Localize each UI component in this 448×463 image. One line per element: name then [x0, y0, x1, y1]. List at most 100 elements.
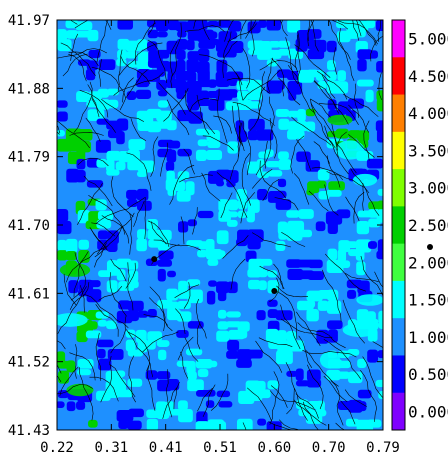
field-cell [117, 20, 133, 30]
field-cell [335, 371, 350, 379]
streamline [330, 380, 344, 426]
field-cell [187, 71, 197, 83]
field-cell [128, 408, 144, 418]
streamline [59, 366, 79, 396]
field-cell [156, 69, 166, 77]
streamline [350, 168, 380, 216]
streamline [125, 262, 136, 289]
field-cell [78, 250, 90, 263]
field-cell [226, 281, 238, 294]
field-cell [357, 280, 370, 294]
field-cell [87, 29, 99, 42]
field-cell [245, 101, 261, 109]
field-cell [356, 261, 366, 276]
streamline [324, 253, 367, 292]
field-cell [278, 118, 290, 130]
field-cell [177, 171, 190, 180]
streamline [258, 337, 293, 347]
streamline [276, 285, 309, 298]
streamline [258, 71, 266, 120]
field-cell [127, 378, 143, 387]
streamline [240, 20, 247, 40]
streamline [308, 190, 329, 212]
field-cell [135, 78, 150, 88]
field-cell [376, 98, 383, 112]
field-cell [95, 311, 109, 319]
y-tick-label: 41.88 [8, 81, 50, 97]
x-tick-label: 0.79 [366, 440, 400, 456]
streamline [264, 140, 268, 169]
streamline [278, 419, 300, 430]
field-cell [337, 70, 346, 82]
field-cell [147, 29, 159, 39]
streamline [241, 153, 251, 206]
streamline [165, 369, 173, 418]
field-cell [295, 368, 304, 381]
field-cell [75, 21, 93, 31]
streamline [297, 322, 346, 349]
streamline [245, 20, 257, 39]
streamline [242, 120, 251, 176]
field-cell [98, 59, 116, 70]
streamline [269, 96, 275, 124]
streamline [178, 174, 213, 183]
streamline [73, 81, 93, 134]
field-cell [157, 100, 169, 108]
field-cell [136, 200, 152, 211]
y-axis: 41.97 41.88 41.79 41.70 41.61 41.52 41.43 [8, 13, 383, 439]
streamline [237, 122, 242, 158]
field-cell [236, 418, 253, 430]
field-cell [128, 139, 146, 151]
field-cell [146, 418, 159, 430]
field-cell [258, 389, 271, 399]
streamline [335, 422, 345, 430]
field-cell [106, 88, 120, 96]
field-cell [218, 199, 230, 212]
streamline [180, 216, 185, 245]
field-cell [85, 321, 98, 330]
streamline [372, 341, 383, 349]
field-cell [315, 70, 325, 81]
field-cell [197, 90, 210, 101]
field-patch [342, 322, 378, 338]
streamline [184, 337, 199, 362]
field-cell [326, 71, 337, 81]
streamline [269, 390, 314, 410]
field-cell [258, 269, 268, 278]
field-cell [97, 319, 108, 327]
field-cell [376, 250, 383, 260]
field-cell [88, 419, 98, 428]
field-cell [176, 49, 186, 61]
field-cell [278, 159, 292, 170]
field-cell [218, 309, 227, 319]
streamline [202, 384, 216, 418]
field-cell [85, 330, 102, 339]
field-cell [206, 389, 216, 397]
field-cell [85, 280, 101, 288]
field-cell [86, 289, 102, 303]
streamline [135, 22, 156, 65]
streamline [251, 168, 273, 189]
field-cell [237, 90, 250, 101]
field-cell [265, 160, 281, 168]
field-cell [158, 250, 174, 260]
field-cell [247, 79, 263, 92]
field-cell [347, 289, 357, 299]
streamline [95, 332, 101, 381]
colorbar-label: 0.500 [408, 365, 448, 384]
streamline [166, 99, 190, 136]
streamline [232, 102, 275, 126]
field-cell [156, 79, 167, 91]
field-cell [98, 358, 112, 371]
streamline [201, 172, 221, 202]
field-cell [217, 290, 227, 302]
field-cell [177, 400, 188, 411]
streamline [189, 98, 219, 112]
streamline [110, 258, 127, 282]
colorbar-swatch [392, 57, 405, 96]
field-cell [157, 259, 173, 267]
streamline [57, 384, 93, 395]
field-cell [125, 339, 136, 352]
field-cell [57, 100, 68, 108]
field-cell [208, 79, 217, 88]
